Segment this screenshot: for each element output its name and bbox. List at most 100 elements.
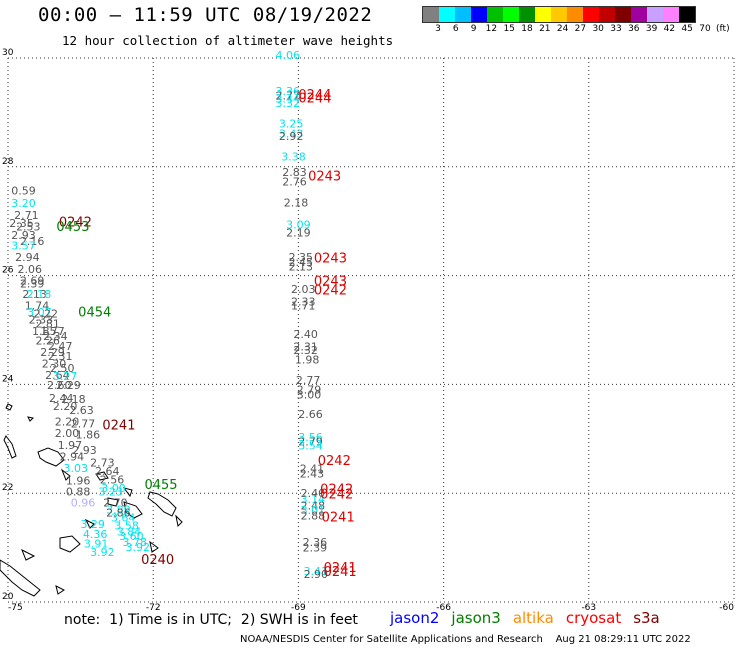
color-scale-tick: 12: [485, 24, 498, 34]
wave-height-value: 2.35: [289, 251, 314, 264]
island-shape: [95, 471, 109, 481]
color-swatch: [535, 7, 551, 22]
wave-height-value: 2.35: [9, 217, 34, 230]
pass-time-labels: 0244024402430243024302420242024202420241…: [56, 88, 356, 580]
y-tick-label: 26: [2, 266, 14, 276]
wave-height-value: 2.76: [282, 175, 307, 188]
wave-height-value: 2.77: [296, 374, 321, 387]
y-tick-label: 28: [2, 157, 14, 167]
wave-height-value: 2.47: [48, 340, 73, 353]
wave-height-value: 2.73: [90, 457, 115, 470]
axis-tick-labels: -75 -72 -69 -66 -63 -60 20 22 24 26 28 30: [2, 48, 734, 613]
wave-height-value: 3.92: [90, 546, 115, 559]
color-swatch: [567, 7, 583, 22]
color-scale-tick: 21: [539, 24, 551, 34]
units-note: note: 1) Time is in UTC; 2) SWH is in fe…: [64, 612, 358, 628]
wave-height-value: 3.41: [304, 565, 329, 578]
wave-height-value: 2.33: [291, 296, 316, 309]
wave-height-value: 2.40: [301, 487, 326, 500]
island-shape: [122, 487, 133, 498]
wave-height-value: 2.16: [20, 235, 45, 248]
island-shape: [3, 435, 17, 459]
pass-time-label: 0454: [78, 305, 111, 320]
wave-height-value: 0.59: [11, 185, 36, 198]
wave-height-value: 2.63: [69, 404, 94, 417]
wave-height-value: 2.18: [61, 393, 86, 406]
wave-height-value: 2.45: [289, 256, 314, 269]
color-swatch: [455, 7, 471, 22]
credit-line: NOAA/NESDIS Center for Satellite Applica…: [240, 634, 691, 645]
y-tick-label: 30: [2, 48, 14, 58]
pass-time-label: 0242: [320, 488, 353, 503]
color-swatch: [599, 7, 615, 22]
pass-time-label: 0244: [298, 92, 331, 107]
color-scale-tick: (ft): [716, 24, 730, 34]
x-tick-label: -63: [581, 603, 596, 613]
color-swatch: [423, 7, 439, 22]
wave-height-value: 3.03: [64, 462, 89, 475]
pass-time-label: 0242: [314, 284, 347, 299]
pass-time-label: 0240: [141, 553, 174, 568]
wave-height-value: 2.93: [11, 229, 36, 242]
wave-height-value: 2.93: [72, 444, 97, 457]
pass-time-label: 0453: [56, 220, 89, 235]
legend-entry-jason2: jason2: [390, 609, 440, 627]
y-tick-label: 20: [2, 592, 14, 602]
y-tick-label: 24: [2, 374, 14, 384]
wave-height-value: 3.07: [27, 306, 52, 319]
wave-height-value: 2.77: [71, 417, 96, 430]
color-swatch: [519, 7, 535, 22]
wave-height-value: 3.32: [276, 97, 301, 110]
pass-time-label: 0242: [318, 454, 351, 469]
wave-height-value: 2.20: [55, 416, 80, 429]
island-shape: [107, 497, 119, 507]
color-swatch: [631, 7, 647, 22]
wave-height-value: 2.31: [293, 341, 318, 354]
wave-height-value: 3.20: [11, 197, 36, 210]
wave-height-value: 2.32: [293, 344, 318, 357]
wave-height-value: 3.00: [101, 482, 126, 495]
pass-time-label: 0241: [102, 419, 135, 434]
wave-height-value: 2.92: [279, 130, 304, 143]
wave-height-value: 2.50: [50, 362, 75, 375]
wave-height-value: 3.01: [301, 504, 326, 517]
island-shape: [0, 559, 41, 597]
wave-height-value: 1.77: [40, 325, 65, 338]
color-scale-tick: 24: [556, 24, 569, 34]
wave-height-value: 2.22: [34, 307, 59, 320]
wave-height-value: 1.98: [295, 354, 320, 367]
wave-height-value: 3.38: [281, 150, 306, 163]
wave-height-value: 2.94: [60, 451, 85, 464]
wave-height-value: 2.66: [298, 408, 323, 421]
y-tick-label: 22: [2, 483, 13, 493]
color-swatch: [679, 7, 695, 22]
wave-height-value: 2.64: [45, 369, 70, 382]
wave-height-value: 2.79: [297, 384, 322, 397]
wave-height-value: 2.41: [300, 463, 325, 476]
wave-height-value: 3.89: [106, 503, 131, 516]
color-swatch: [503, 7, 519, 22]
color-scale-tick: 15: [503, 24, 515, 34]
wave-height-value: 2.81: [35, 317, 60, 330]
color-scale-tick: 70: [699, 24, 711, 34]
wave-height-value: 2.60: [47, 379, 72, 392]
wave-height-value: 2.53: [16, 220, 41, 233]
island-shape: [5, 403, 13, 411]
legend-entry-jason3: jason3: [451, 609, 501, 627]
island-shape: [175, 514, 183, 528]
wave-height-value: 3.29: [80, 518, 105, 531]
wave-height-value: 3.44: [276, 93, 301, 106]
color-scale-tick: 36: [628, 24, 640, 34]
island-shape: [123, 501, 143, 519]
wave-height-value: 3.57: [11, 239, 36, 252]
pass-time-label: 0455: [144, 478, 177, 493]
x-tick-label: -60: [719, 603, 734, 613]
wave-height-value: 3.36: [276, 85, 301, 98]
color-scale-tick: 33: [610, 24, 622, 34]
wave-height-value: 2.69: [20, 274, 45, 287]
color-scale-tick: 39: [645, 24, 658, 34]
wave-height-value: 3.25: [279, 118, 304, 131]
wave-height-value: 3.60: [119, 530, 144, 543]
wave-height-value: 2.64: [95, 465, 120, 478]
